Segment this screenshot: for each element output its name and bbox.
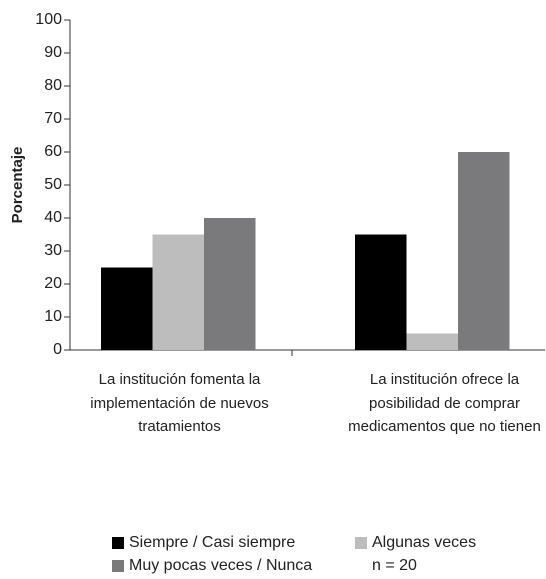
annotation: n = 20 — [372, 557, 417, 574]
legend-label: Siempre / Casi siempre — [129, 534, 295, 551]
y-tick-label: 80 — [44, 77, 62, 94]
y-tick-label: 100 — [35, 11, 62, 28]
bar — [406, 333, 458, 350]
y-tick-label: 20 — [44, 275, 62, 292]
y-tick-label: 10 — [44, 308, 62, 325]
legend-label: Muy pocas veces / Nunca — [129, 557, 312, 574]
bar — [355, 234, 407, 350]
legend-swatch — [355, 537, 367, 549]
legend-label: Algunas veces — [372, 534, 476, 551]
y-tick-label: 90 — [44, 44, 62, 61]
y-tick-label: 40 — [44, 209, 62, 226]
y-tick-label: 60 — [44, 143, 62, 160]
legend-swatch — [112, 537, 124, 549]
y-tick-label: 0 — [53, 341, 62, 358]
category-label: La institución fomenta la implementación… — [90, 371, 269, 435]
y-tick-label: 70 — [44, 110, 62, 127]
y-axis-label: Porcentaje — [9, 147, 26, 224]
bar — [101, 267, 153, 350]
category-label: La institución ofrece la posibilidad de … — [348, 371, 541, 435]
legend-swatch — [112, 560, 124, 572]
bar — [204, 218, 256, 350]
y-tick-label: 30 — [44, 242, 62, 259]
bar — [458, 152, 510, 350]
bar — [152, 234, 204, 350]
y-tick-label: 50 — [44, 176, 62, 193]
